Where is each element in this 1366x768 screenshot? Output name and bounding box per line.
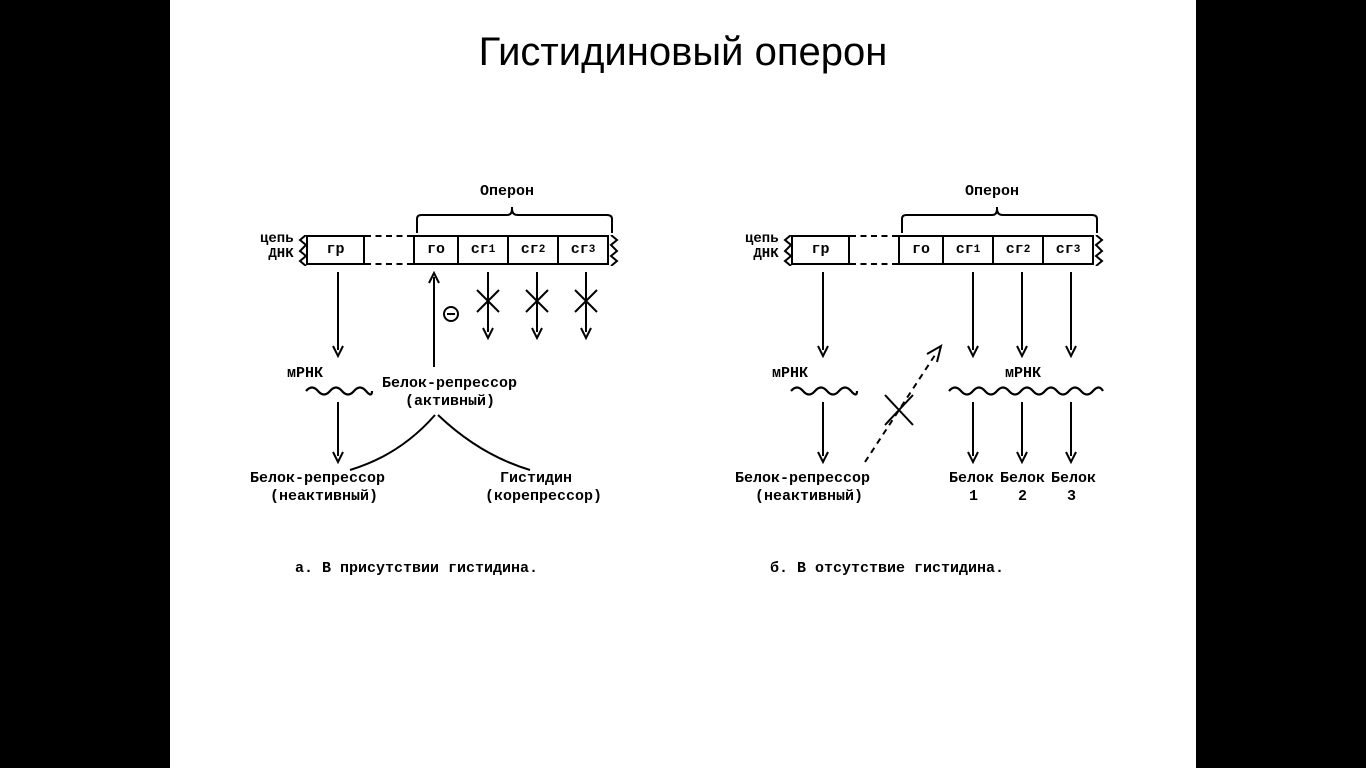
operon-bracket-a <box>415 205 615 235</box>
arrow-sg2-a <box>522 272 552 342</box>
histidine-a1: Гистидин <box>500 470 572 487</box>
panel-b: Оперон цепь ДНК гр го сг1 сг2 сг3 <box>675 180 1175 620</box>
arrow-gr-down-b <box>815 272 831 358</box>
arrow-sg3-b <box>1063 272 1079 358</box>
dna-jag-right-b <box>1094 235 1102 264</box>
sg3-box-a: сг3 <box>559 235 609 265</box>
caption-a: а. В присутствии гистидина. <box>295 560 538 577</box>
arrow-sg1-a <box>473 272 503 342</box>
gr-box-a: гр <box>306 235 365 265</box>
mrna-wave-a <box>304 384 374 398</box>
repr-active-a1: Белок-репрессор <box>382 375 517 392</box>
operon-label-b: Оперон <box>965 183 1019 200</box>
dna-jag-left-a <box>298 235 306 264</box>
gap-box-b <box>850 235 898 265</box>
caption-b: б. В отсутствие гистидина. <box>770 560 1004 577</box>
dna-chain-label-a: цепь ДНК <box>260 232 294 262</box>
gr-box-b: гр <box>791 235 850 265</box>
protein3n-b: 3 <box>1067 488 1076 505</box>
sg3-box-b: сг3 <box>1044 235 1094 265</box>
operon-bracket-b <box>900 205 1100 235</box>
repr-inactive-a2: (неактивный) <box>270 488 378 505</box>
histidine-a2: (корепрессор) <box>485 488 602 505</box>
dna-strip-a: гр го сг1 сг2 сг3 <box>298 235 617 264</box>
arrow-prot3-b <box>1063 402 1079 464</box>
slide-title: Гистидиновый оперон <box>170 30 1196 75</box>
protein2-b: Белок <box>1000 470 1045 487</box>
sg2-box-a: сг2 <box>509 235 559 265</box>
gap-box-a <box>365 235 413 265</box>
dna-jag-right-a <box>609 235 617 264</box>
protein3-b: Белок <box>1051 470 1096 487</box>
dna-jag-left-b <box>783 235 791 264</box>
mrna-label-b-left: мРНК <box>772 365 808 382</box>
arrow-gr-down-a <box>330 272 346 358</box>
minus-symbol <box>442 305 460 329</box>
diagram-area: Оперон цепь ДНК гр го сг1 сг2 сг3 <box>170 180 1196 680</box>
arrow-go-up-a <box>426 271 442 369</box>
mrna-wave-b-left <box>789 384 859 398</box>
arrow-mrna-down-b <box>815 402 831 464</box>
arrow-sg2-b <box>1014 272 1030 358</box>
dna-chain-label-b: цепь ДНК <box>745 232 779 262</box>
dashed-arrow-b <box>855 340 955 475</box>
arrow-prot2-b <box>1014 402 1030 464</box>
arrow-sg1-b <box>965 272 981 358</box>
protein1-b: Белок <box>949 470 994 487</box>
go-box-a: го <box>413 235 459 265</box>
repr-inactive-b2: (неактивный) <box>755 488 863 505</box>
dna-strip-b: гр го сг1 сг2 сг3 <box>783 235 1102 264</box>
sg2-box-b: сг2 <box>994 235 1044 265</box>
operon-label-a: Оперон <box>480 183 534 200</box>
arrow-prot1-b <box>965 402 981 464</box>
sg1-box-b: сг1 <box>944 235 994 265</box>
protein1n-b: 1 <box>969 488 978 505</box>
protein2n-b: 2 <box>1018 488 1027 505</box>
mrna-label-a: мРНК <box>287 365 323 382</box>
panel-a: Оперон цепь ДНК гр го сг1 сг2 сг3 <box>190 180 660 620</box>
slide: Гистидиновый оперон Оперон цепь ДНК гр г… <box>170 0 1196 768</box>
sg1-box-a: сг1 <box>459 235 509 265</box>
mrna-wave-b-right <box>947 384 1107 398</box>
repr-active-a2: (активный) <box>405 393 495 410</box>
repr-inactive-b1: Белок-репрессор <box>735 470 870 487</box>
arrow-sg3-a <box>571 272 601 342</box>
go-box-b: го <box>898 235 944 265</box>
mrna-label-b-right: мРНК <box>1005 365 1041 382</box>
